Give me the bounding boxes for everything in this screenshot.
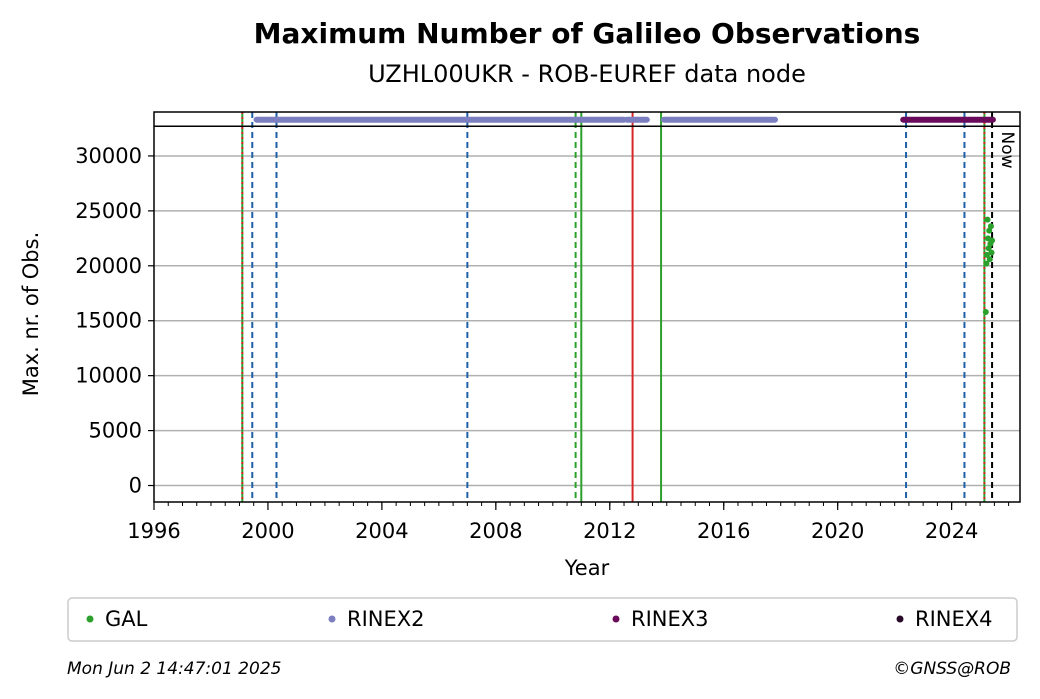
- y-axis-label: Max. nr. of Obs.: [19, 232, 43, 397]
- legend-marker-rinex4: [896, 615, 904, 623]
- y-tick-label: 15000: [75, 309, 142, 333]
- y-tick-label: 10000: [75, 364, 142, 388]
- data-point-gal: [987, 223, 994, 230]
- y-tick-label: 30000: [75, 144, 142, 168]
- footer-credit: ©GNSS@ROB: [893, 659, 1011, 679]
- legend: GAL RINEX2 RINEX3 RINEX4: [67, 597, 1018, 642]
- x-tick-label: 1996: [127, 519, 180, 543]
- y-tick-label: 5000: [89, 419, 142, 443]
- legend-label-rinex2: RINEX2: [347, 607, 425, 631]
- series-layer: [253, 116, 996, 315]
- x-tick-label: 2004: [355, 519, 408, 543]
- data-point-gal: [982, 308, 989, 315]
- now-label: Now: [997, 131, 1017, 168]
- x-tick-label: 2024: [925, 519, 978, 543]
- data-point-gal: [986, 256, 993, 263]
- event-lines: [241, 112, 994, 502]
- y-tick-label: 20000: [75, 254, 142, 278]
- legend-label-rinex4: RINEX4: [915, 607, 993, 631]
- footer-timestamp: Mon Jun 2 14:47:01 2025: [67, 659, 281, 679]
- chart-subtitle: UZHL00UKR - ROB-EUREF data node: [368, 60, 806, 88]
- data-point-gal: [988, 249, 995, 256]
- x-axis-label: Year: [564, 556, 610, 580]
- axes: 0 5000 10000 15000 20000 25000 30000 Now 1996 200…: [75, 111, 1021, 543]
- x-tick-label: 2012: [583, 519, 636, 543]
- legend-box: [67, 597, 1018, 642]
- y-grid: [154, 155, 1020, 487]
- data-point-gal: [989, 237, 996, 244]
- x-tick-label: 2000: [241, 519, 294, 543]
- x-tick-label: 2016: [697, 519, 750, 543]
- y-tick-label: 0: [129, 474, 142, 498]
- legend-marker-rinex2: [328, 615, 336, 623]
- legend-marker-gal: [86, 615, 94, 623]
- data-point-gal: [983, 251, 990, 258]
- x-tick-label: 2020: [811, 519, 864, 543]
- legend-marker-rinex3: [612, 615, 620, 623]
- legend-label-rinex3: RINEX3: [631, 607, 709, 631]
- data-point-gal: [984, 216, 991, 223]
- y-tick-label: 25000: [75, 199, 142, 223]
- legend-label-gal: GAL: [105, 607, 148, 631]
- chart-title: Maximum Number of Galileo Observations: [254, 17, 921, 50]
- data-point-gal: [983, 260, 990, 267]
- x-tick-label: 2008: [469, 519, 522, 543]
- plot-frame: [153, 111, 1021, 503]
